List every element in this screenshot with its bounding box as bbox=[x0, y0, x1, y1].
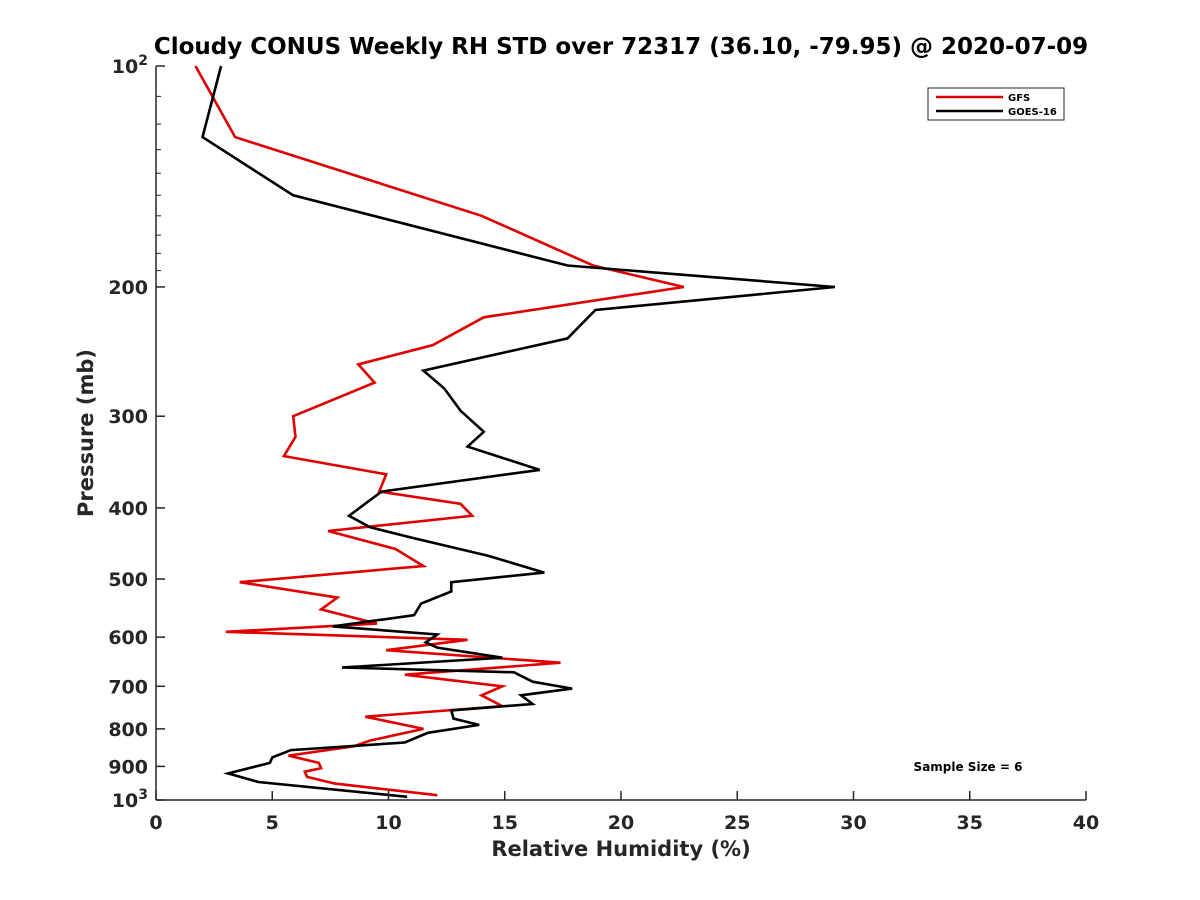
y-tick-label: 103 bbox=[112, 787, 148, 812]
legend: GFS GOES-16 bbox=[927, 87, 1065, 121]
y-tick-label: 700 bbox=[108, 676, 148, 698]
y-tick-label: 900 bbox=[108, 756, 148, 778]
y-tick-label: 400 bbox=[108, 498, 148, 520]
legend-box bbox=[927, 87, 1065, 121]
x-tick-label: 35 bbox=[957, 812, 983, 834]
x-tick-label: 25 bbox=[724, 812, 750, 834]
x-tick-label: 30 bbox=[840, 812, 866, 834]
x-tick-label: 15 bbox=[492, 812, 518, 834]
y-tick-label: 200 bbox=[108, 277, 148, 299]
x-tick-label: 0 bbox=[149, 812, 162, 834]
x-axis-label: Relative Humidity (%) bbox=[491, 837, 750, 861]
y-tick-label: 500 bbox=[108, 569, 148, 591]
y-tick-label: 300 bbox=[108, 406, 148, 428]
x-tick-label: 5 bbox=[266, 812, 279, 834]
x-tick-label: 10 bbox=[375, 812, 401, 834]
chart-title: Cloudy CONUS Weekly RH STD over 72317 (3… bbox=[154, 34, 1088, 60]
x-ticks: 0 5 10 15 20 25 30 35 40 bbox=[149, 791, 1099, 834]
y-tick-label: 800 bbox=[108, 719, 148, 741]
series-layer bbox=[194, 65, 836, 799]
x-tick-label: 40 bbox=[1073, 812, 1099, 834]
series-line-goes16 bbox=[201, 65, 836, 799]
y-ticks: 102 200 300 400 500 600 700 800 900 103 bbox=[108, 53, 165, 812]
sample-size-annotation: Sample Size = 6 bbox=[914, 760, 1023, 774]
y-tick-label: 102 bbox=[112, 53, 148, 78]
y-tick-label: 600 bbox=[108, 627, 148, 649]
x-tick-label: 20 bbox=[608, 812, 634, 834]
legend-label-gfs: GFS bbox=[1008, 93, 1030, 104]
y-axis-label: Pressure (mb) bbox=[74, 349, 98, 517]
legend-label-goes16: GOES-16 bbox=[1008, 107, 1057, 118]
